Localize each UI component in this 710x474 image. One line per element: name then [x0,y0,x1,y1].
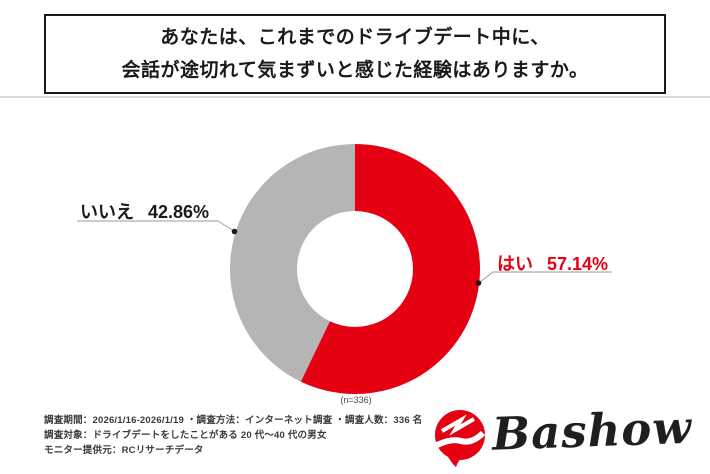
footnote-line2: 調査対象：ドライブデートをしたことがある 20 代〜40 代の男女 [44,430,327,441]
donut-slice-no [230,144,355,382]
callout-leader-no [77,220,238,235]
footnote-line1: 調査期間：2026/1/16-2026/1/19 ・調査方法：インターネット調査… [44,415,423,426]
survey-footnote: 調査期間：2026/1/16-2026/1/19 ・調査方法：インターネット調査… [44,413,422,458]
callout-no-value: 42.86% [148,202,210,222]
leader-dot-yes [475,280,482,286]
callout-leader-yes [475,271,612,286]
callout-no-label: いいえ [80,202,134,222]
question-title-line2: 会話が途切れて気まずいと感じた経験はありますか。 [121,60,589,81]
callout-yes: はい 57.14% [497,250,608,276]
question-title-line1: あなたは、これまでのドライブデート中に、 [160,27,550,48]
leader-dot-no [231,228,238,235]
donut-slice-yes [300,144,480,394]
callout-yes-value: 57.14% [547,254,609,274]
bashow-logo-text: Bashow [491,400,693,461]
callout-no: いいえ 42.86% [80,198,209,224]
donut-slices [230,144,480,394]
callout-yes-label: はい [497,254,533,274]
bashow-logo-icon [435,410,486,467]
question-title-box: あなたは、これまでのドライブデート中に、 会話が途切れて気まずいと感じた経験はあ… [44,14,666,94]
sample-size-label: (n=336) [340,395,372,405]
footnote-line3: モニター提供元：RCリサーチデータ [44,445,204,456]
title-shadow-divider [0,96,710,98]
